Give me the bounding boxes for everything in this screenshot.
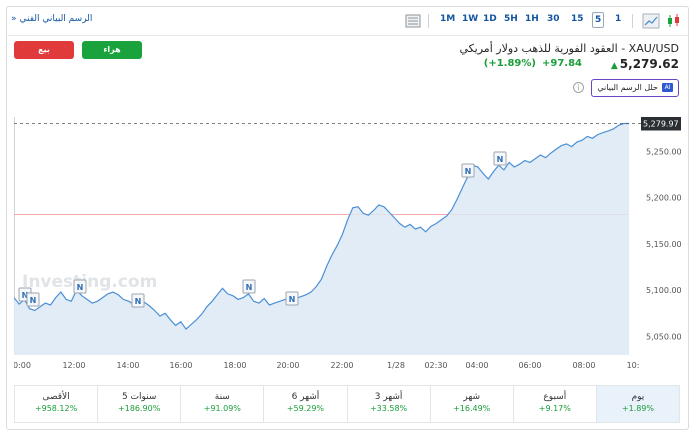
analyze-chart-button[interactable]: حلل الرسم البياني AI: [591, 79, 679, 97]
news-marker-icon: [73, 279, 87, 294]
performance-period[interactable]: 6 أشهر +59.29%: [264, 386, 348, 422]
sell-button[interactable]: بيع: [14, 41, 74, 59]
news-marker-label: N: [497, 155, 504, 164]
period-change: +1.89%: [621, 404, 654, 413]
period-label: 5 سنوات: [121, 392, 157, 402]
news-marker-icon: [131, 293, 145, 308]
period-label: 6 أشهر: [291, 392, 320, 402]
y-tick-label: 5,100.00: [646, 286, 681, 295]
news-marker-icon: [493, 151, 507, 166]
period-label: الأقصى: [42, 392, 70, 402]
period-change: +91.09%: [203, 404, 241, 413]
timeframe-5h[interactable]: 5H: [504, 14, 518, 24]
period-change: +9.17%: [538, 404, 571, 413]
period-change: +958.12%: [34, 404, 78, 413]
timeframe-1m[interactable]: 1M: [440, 14, 456, 24]
news-marker-label: N: [77, 283, 84, 292]
double-chevron-icon: »: [11, 14, 17, 24]
buy-button[interactable]: هراء: [82, 41, 142, 59]
news-marker-label: N: [30, 296, 37, 305]
performance-period[interactable]: شهر +16.49%: [431, 386, 514, 422]
info-icon[interactable]: i: [573, 82, 584, 93]
x-tick-label: 22:00: [330, 361, 353, 370]
x-tick-label: 20:00: [276, 361, 299, 370]
x-tick-label: 12:00: [62, 361, 85, 370]
x-tick-label: 04:00: [465, 361, 488, 370]
news-marker-icon: [461, 163, 475, 178]
x-tick-label: 16:00: [169, 361, 192, 370]
x-tick-label: 0:00: [14, 361, 31, 370]
timeframe-5[interactable]: 5: [592, 12, 605, 28]
period-change: +33.58%: [369, 404, 408, 413]
performance-period[interactable]: الأقصى +958.12%: [15, 386, 99, 422]
x-tick-label: 18:00: [223, 361, 246, 370]
x-tick-label: 10:: [627, 361, 640, 370]
performance-period[interactable]: أسبوع +9.17%: [514, 386, 597, 422]
news-marker-icon: [285, 291, 299, 306]
price-line: [14, 122, 629, 330]
timeframe-1w[interactable]: 1W: [462, 14, 479, 24]
up-arrow-icon: ▲: [610, 61, 618, 71]
timeframe-15[interactable]: 15: [571, 14, 584, 24]
news-marker-label: N: [22, 291, 29, 300]
period-label: شهر: [463, 392, 481, 402]
performance-period[interactable]: يوم +1.89%: [596, 386, 679, 422]
y-tick-label: 5,150.00: [646, 240, 681, 249]
price-area: [14, 123, 629, 355]
x-tick-label: 02:30: [424, 361, 447, 370]
price-change: (+1.89%) +97.84: [483, 58, 582, 69]
period-change: +186.90%: [118, 404, 161, 413]
news-marker-label: N: [246, 283, 253, 292]
timeframe-1h[interactable]: 1H: [525, 14, 539, 24]
timeframe-1[interactable]: 1: [615, 14, 622, 24]
instrument-title: XAU/USD - العقود الفورية للذهب دولار أمر…: [459, 42, 679, 55]
last-price-label: 5,279.97: [643, 120, 679, 129]
period-label: 3 أشهر: [374, 392, 403, 402]
table-view-icon[interactable]: [404, 12, 422, 30]
news-marker-icon: [242, 279, 256, 294]
x-tick-label: 14:00: [116, 361, 139, 370]
ai-badge: AI: [662, 83, 673, 92]
candlestick-icon[interactable]: [665, 12, 683, 30]
y-tick-label: 5,250.00: [646, 147, 681, 156]
news-marker-icon: [26, 292, 40, 307]
period-change: +16.49%: [453, 404, 491, 413]
timeframe-1d[interactable]: 1D: [483, 14, 497, 24]
performance-bar: الأقصى +958.12% 5 سنوات +186.90% سنة +91.09% 6…: [14, 385, 680, 423]
x-tick-label: 08:00: [572, 361, 595, 370]
chart-toolbar: » الرسم البياني الفني 1M 1W 1D 5H 1H 30 1…: [6, 6, 689, 36]
news-marker-label: N: [465, 167, 472, 176]
timeframe-30[interactable]: 30: [547, 14, 560, 24]
x-tick-label: 06:00: [518, 361, 541, 370]
performance-period[interactable]: سنة +91.09%: [181, 386, 265, 422]
y-tick-label: 5,200.00: [646, 194, 681, 203]
area-chart-icon[interactable]: [642, 12, 660, 30]
technical-chart-link[interactable]: » الرسم البياني الفني: [11, 14, 93, 24]
performance-period[interactable]: 3 أشهر +33.58%: [348, 386, 431, 422]
period-label: سنة: [214, 392, 230, 402]
price-chart[interactable]: Investing.com 5,279.97 5,050.00 5,100.00 5,1…: [14, 117, 681, 377]
performance-period[interactable]: 5 سنوات +186.90%: [98, 386, 182, 422]
period-label: أسبوع: [543, 392, 567, 402]
last-price-tag: [641, 117, 681, 131]
watermark: Investing.com: [22, 272, 157, 292]
news-marker-label: N: [135, 297, 142, 306]
current-price: ▲ 5,279.62: [610, 57, 679, 71]
x-tick-label: 1/28: [387, 361, 405, 370]
toolbar-divider: [632, 14, 633, 28]
period-label: يوم: [631, 392, 645, 402]
news-marker-label: N: [289, 295, 296, 304]
y-tick-label: 5,050.00: [646, 332, 681, 341]
toolbar-divider: [428, 14, 429, 28]
period-change: +59.29%: [286, 404, 325, 413]
